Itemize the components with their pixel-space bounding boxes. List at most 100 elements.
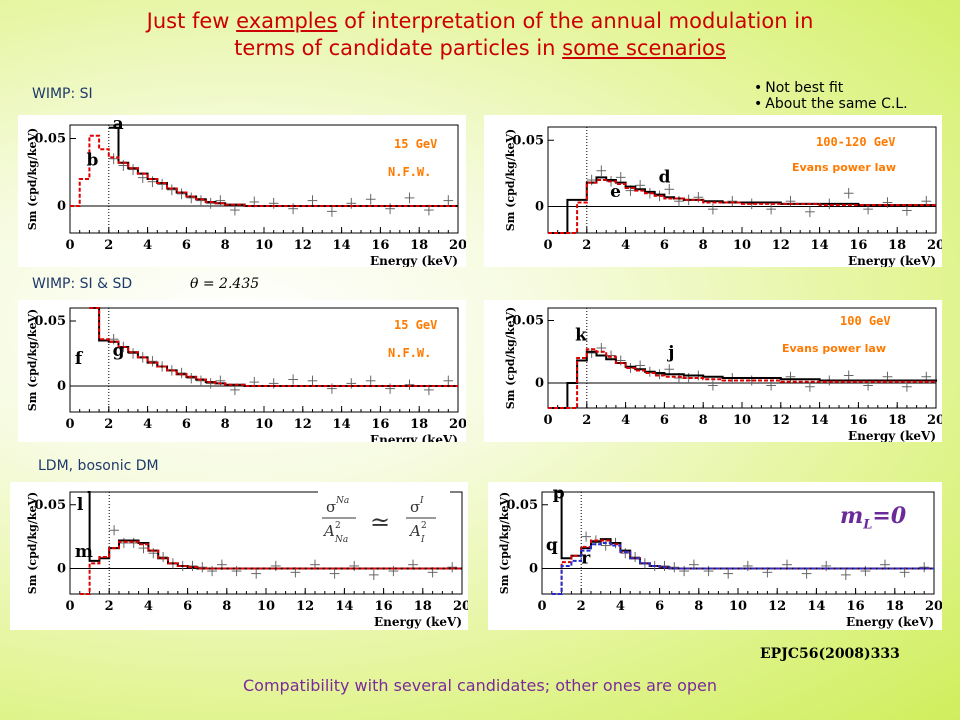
series-line-d — [548, 176, 936, 234]
x-tick-label: 14 — [807, 599, 825, 614]
series-label-d: d — [659, 168, 671, 188]
chart-svg: 0 2 4 6 8 10 12 14 16 18 20 0 0.05 Energy (keV) Sm (cp… — [26, 115, 466, 267]
chart-panel-d-e: 0 2 4 6 8 10 12 14 16 18 20 0 0.05 Energy (keV) Sm (cp… — [484, 115, 942, 267]
title-underlined-examples: examples — [236, 9, 338, 33]
series-line-k — [548, 350, 937, 409]
formula-lhs-den-sub: Na — [334, 535, 348, 545]
x-tick-label: 0 — [543, 238, 552, 253]
section-label-wimp-si: WIMP: SI — [32, 86, 93, 102]
x-tick-label: 20 — [927, 238, 942, 253]
chart-svg: 0 2 4 6 8 10 12 14 16 18 20 0 0.05 Energy (keV) Sm (cp… — [504, 126, 942, 267]
formula-rhs-numerator: σ — [410, 498, 420, 516]
reference-citation: EPJC56(2008)333 — [760, 646, 900, 662]
chart-panel-l-m: 0 2 4 6 8 10 12 14 16 18 20 0 0.05 Energy (keV) Sm (cp… — [10, 482, 468, 630]
y-tick-label: 0 — [529, 562, 538, 577]
x-tick-label: 12 — [772, 413, 790, 428]
series-label-e: e — [610, 182, 621, 202]
series-label-a: a — [113, 115, 124, 134]
x-tick-label: 18 — [888, 413, 906, 428]
series-label-k: k — [575, 326, 588, 346]
chart-annotation-mass: 15 GeV — [394, 137, 438, 151]
y-axis-label: Sm (cpd/kg/keV) — [504, 307, 517, 409]
x-tick-label: 4 — [143, 417, 152, 432]
series-line-r — [551, 542, 934, 595]
x-tick-label: 4 — [621, 413, 630, 428]
x-tick-label: 18 — [886, 599, 904, 614]
chart-panel-a-b: 0 2 4 6 8 10 12 14 16 18 20 0 0.05 Energy (keV) Sm (cp… — [18, 115, 466, 267]
x-tick-label: 0 — [65, 238, 74, 253]
y-tick-label: 0 — [535, 200, 544, 215]
x-tick-label: 10 — [729, 599, 747, 614]
series-label-g: g — [113, 341, 125, 361]
x-tick-label: 12 — [296, 599, 314, 614]
chart-annotation-halo: Evans power law — [782, 342, 886, 355]
note-item: Not best fit — [754, 80, 908, 96]
y-tick-label: 0 — [57, 379, 66, 394]
x-tick-label: 12 — [294, 417, 312, 432]
note-item: About the same C.L. — [754, 96, 907, 112]
chart-panel-p-q-r: 0 2 4 6 8 10 12 14 16 18 20 0 0.05 Energy (keV) Sm (cp… — [488, 482, 942, 630]
chart-annotation-mass: 100 GeV — [840, 314, 891, 328]
x-tick-label: 20 — [927, 413, 942, 428]
y-tick-label: 0 — [57, 199, 66, 214]
y-axis-label: Sm (cpd/kg/keV) — [26, 492, 39, 594]
x-tick-label: 8 — [699, 238, 708, 253]
light-mediator-mass-note: mL=0 — [840, 503, 907, 533]
x-axis-label: Energy (keV) — [374, 615, 462, 629]
x-tick-label: 0 — [543, 413, 552, 428]
x-tick-label: 0 — [537, 599, 546, 614]
x-tick-label: 12 — [768, 599, 786, 614]
x-tick-label: 16 — [849, 238, 867, 253]
x-tick-label: 10 — [255, 417, 273, 432]
chart-svg: 0 2 4 6 8 10 12 14 16 18 20 0 0.05 Energy (keV) Sm (cp… — [498, 483, 942, 629]
x-axis-label: Energy (keV) — [370, 254, 458, 267]
x-tick-label: 14 — [335, 599, 353, 614]
x-tick-label: 10 — [255, 238, 273, 253]
series-label-f: f — [75, 349, 84, 369]
y-tick-label: 0.05 — [34, 498, 66, 513]
x-tick-label: 14 — [333, 238, 351, 253]
y-tick-label: 0 — [57, 562, 66, 577]
x-tick-label: 16 — [375, 599, 393, 614]
x-tick-label: 4 — [144, 599, 153, 614]
formula-rhs-sup: I — [419, 496, 424, 506]
x-tick-label: 4 — [621, 238, 630, 253]
series-label-r: r — [581, 548, 591, 568]
chart-svg: 0 2 4 6 8 10 12 14 16 18 20 0 0.05 Energy (keV) Sm (cp… — [26, 491, 468, 629]
chart-annotation-halo: N.F.W. — [388, 346, 432, 360]
y-tick-label: 0.05 — [34, 314, 66, 329]
page-title: Just few examples of interpretation of t… — [146, 9, 814, 60]
x-tick-label: 18 — [410, 417, 428, 432]
formula-lhs-numerator: σ — [326, 498, 336, 516]
y-axis-label: Sm (cpd/kg/keV) — [26, 128, 39, 230]
formula-lhs-den-sup: 2 — [335, 521, 341, 531]
x-tick-label: 20 — [453, 599, 468, 614]
series-label-q: q — [546, 536, 558, 556]
series-line-j — [548, 348, 936, 409]
x-tick-label: 6 — [655, 599, 664, 614]
x-tick-label: 6 — [660, 238, 669, 253]
x-tick-label: 2 — [577, 599, 586, 614]
chart-annotation-mass: 15 GeV — [394, 318, 438, 332]
formula-approx: ≃ — [370, 508, 390, 536]
x-tick-label: 10 — [257, 599, 275, 614]
series-label-b: b — [86, 151, 98, 171]
series-label-l: l — [77, 495, 84, 515]
x-tick-label: 0 — [65, 417, 74, 432]
x-tick-label: 6 — [182, 238, 191, 253]
series-line-q — [551, 539, 934, 595]
cross-section-scaling-formula: σ Na A 2 Na ≃ σ I A 2 I — [318, 490, 450, 552]
x-tick-label: 18 — [410, 238, 428, 253]
formula-rhs-denominator: A — [408, 522, 421, 540]
x-tick-label: 6 — [182, 417, 191, 432]
x-tick-label: 18 — [414, 599, 432, 614]
x-tick-label: 8 — [222, 599, 231, 614]
x-axis-label: Energy (keV) — [370, 433, 458, 442]
x-tick-label: 16 — [371, 417, 389, 432]
section-label-ldm: LDM, bosonic DM — [38, 458, 159, 474]
x-axis-label: Energy (keV) — [848, 429, 936, 442]
series-line-b — [70, 134, 458, 207]
series-label-p: p — [553, 483, 565, 503]
x-tick-label: 14 — [811, 238, 829, 253]
x-tick-label: 2 — [104, 238, 113, 253]
